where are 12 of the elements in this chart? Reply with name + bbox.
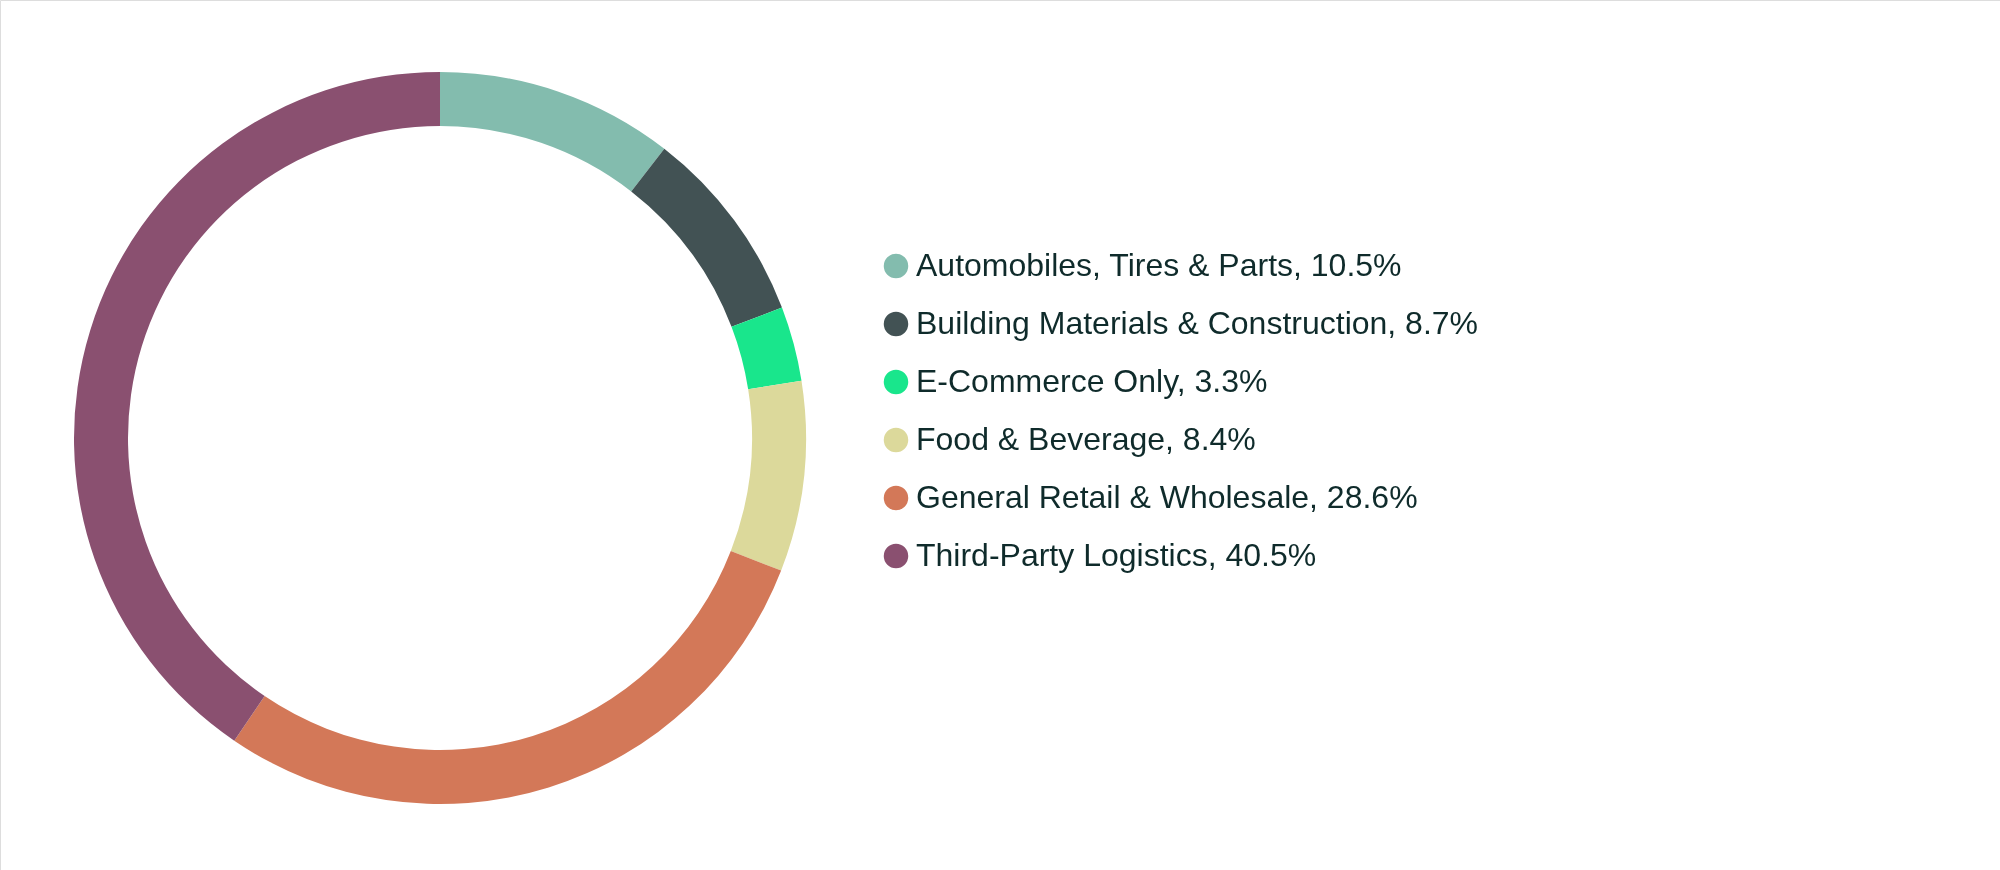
legend-label: General Retail & Wholesale, 28.6% bbox=[916, 479, 1418, 515]
donut-slice bbox=[731, 307, 802, 390]
legend-label: Third-Party Logistics, 40.5% bbox=[916, 537, 1317, 573]
legend-label: E-Commerce Only, 3.3% bbox=[916, 363, 1268, 399]
legend-label: Food & Beverage, 8.4% bbox=[916, 421, 1256, 457]
donut-slice bbox=[74, 72, 440, 741]
donut-slice bbox=[440, 72, 665, 192]
donut-slice bbox=[234, 551, 782, 804]
donut-slice bbox=[730, 380, 806, 571]
legend-label: Automobiles, Tires & Parts, 10.5% bbox=[916, 247, 1402, 283]
legend-label: Building Materials & Construction, 8.7% bbox=[916, 305, 1479, 341]
donut-slice bbox=[631, 148, 782, 327]
